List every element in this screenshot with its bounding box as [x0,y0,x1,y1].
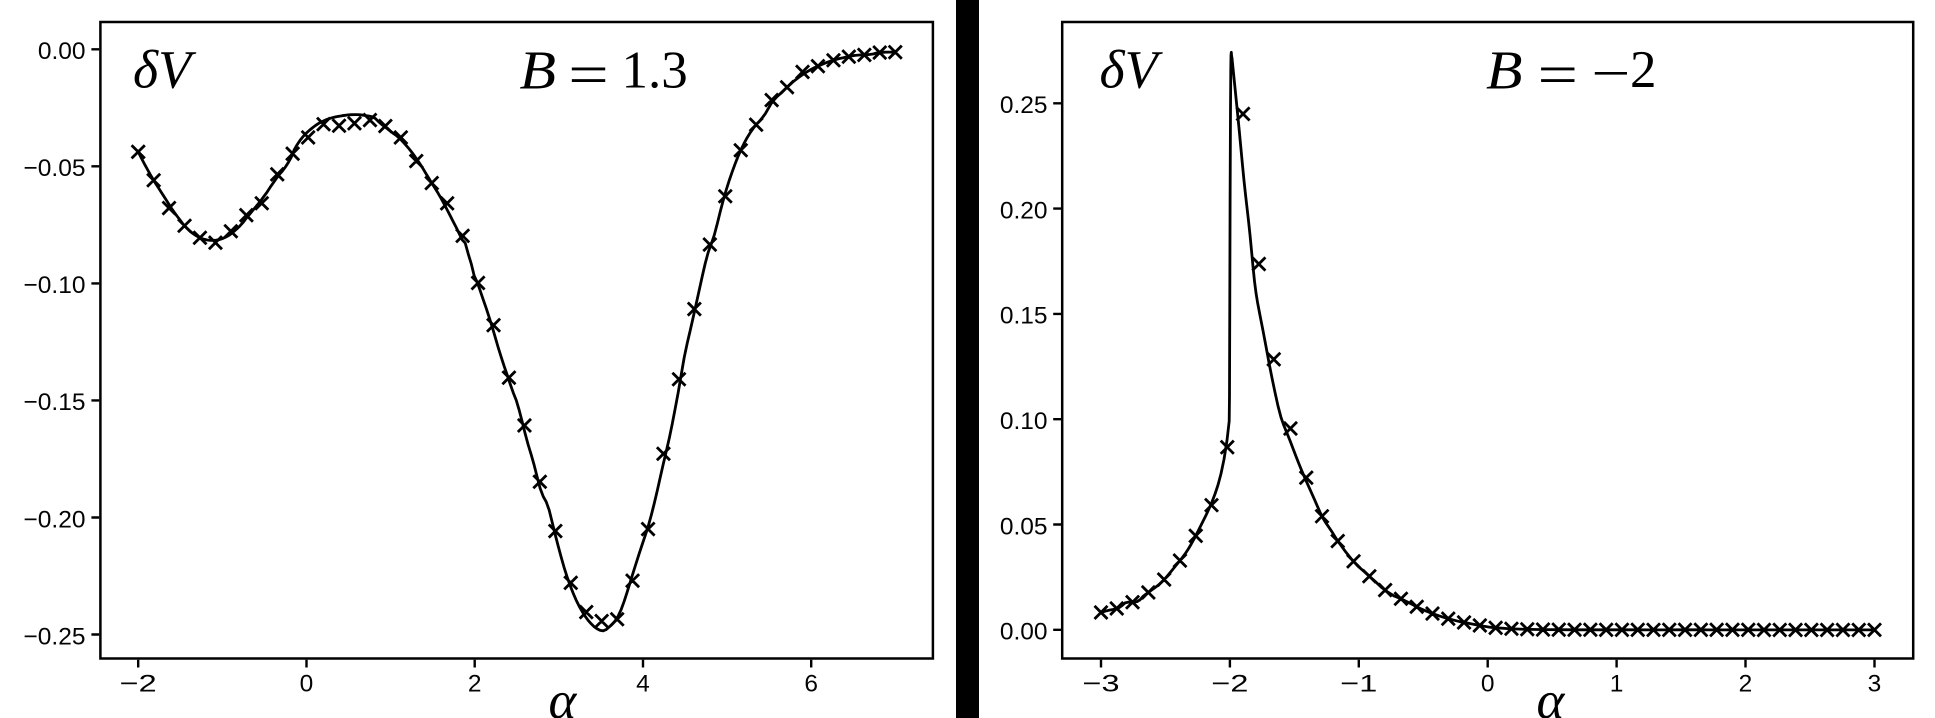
svg-text:0.20: 0.20 [1000,197,1048,224]
svg-text:−0.10: −0.10 [24,272,86,299]
svg-text:0.05: 0.05 [1000,513,1048,540]
svg-text:1: 1 [1610,671,1624,698]
svg-text:B: B [1486,40,1523,101]
svg-text:0: 0 [300,671,314,698]
svg-text:−3: −3 [1083,671,1120,698]
svg-text:0: 0 [1481,671,1495,698]
svg-text:−: − [1592,45,1631,103]
svg-text:3: 3 [1868,671,1882,698]
svg-text:B: B [520,40,557,101]
svg-text:−1: −1 [1340,671,1377,698]
svg-text:α: α [1537,672,1566,718]
svg-text:−2: −2 [120,671,157,698]
svg-text:6: 6 [804,671,818,698]
svg-text:4: 4 [636,671,650,698]
svg-text:0.25: 0.25 [1000,92,1048,119]
svg-text:α: α [549,672,578,718]
svg-text:1.3: 1.3 [622,41,688,99]
svg-text:0.15: 0.15 [1000,303,1048,330]
svg-text:−0.20: −0.20 [24,506,86,533]
svg-text:2: 2 [1739,671,1753,698]
svg-text:−0.25: −0.25 [24,623,86,650]
svg-text:0.10: 0.10 [1000,408,1048,435]
svg-text:−0.05: −0.05 [24,155,86,182]
svg-text:=: = [1538,42,1579,107]
svg-text:δV: δV [133,40,197,100]
svg-text:δV: δV [1100,40,1164,100]
svg-text:−2: −2 [1211,671,1248,698]
svg-text:2: 2 [1630,41,1657,99]
svg-text:0.00: 0.00 [1000,619,1048,646]
svg-text:0.00: 0.00 [38,38,86,65]
svg-text:2: 2 [468,671,482,698]
svg-text:−0.15: −0.15 [24,389,86,416]
svg-text:=: = [568,42,609,107]
